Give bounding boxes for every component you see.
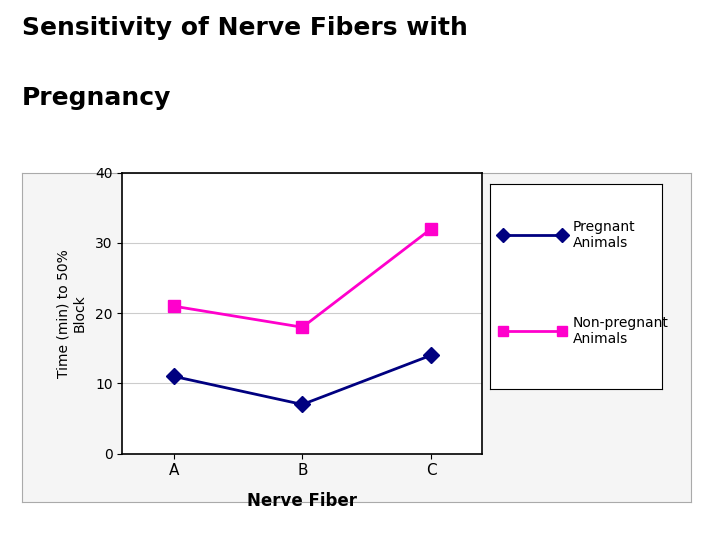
X-axis label: Nerve Fiber: Nerve Fiber xyxy=(248,492,357,510)
Text: Sensitivity of Nerve Fibers with: Sensitivity of Nerve Fibers with xyxy=(22,16,467,40)
Text: Non-pregnant
Animals: Non-pregnant Animals xyxy=(572,316,668,347)
Text: Pregnant
Animals: Pregnant Animals xyxy=(572,220,635,250)
Y-axis label: Time (min) to 50%
Block: Time (min) to 50% Block xyxy=(56,249,86,377)
Text: Pregnancy: Pregnancy xyxy=(22,86,171,110)
